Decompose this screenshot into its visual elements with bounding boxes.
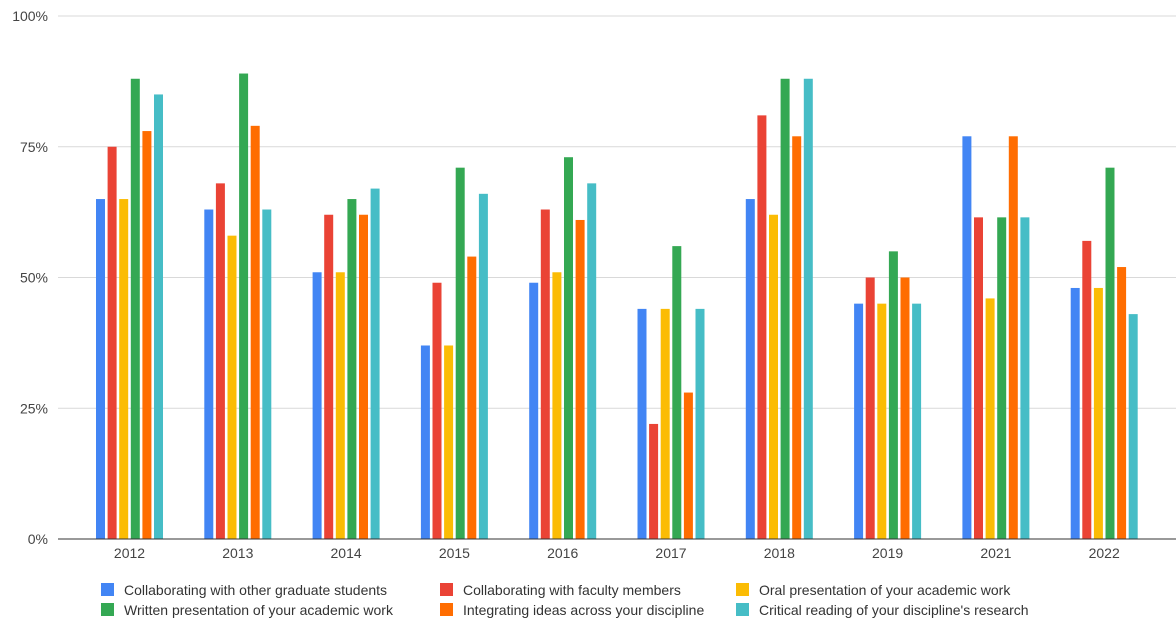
bar-2018-series-1 xyxy=(745,199,755,540)
bar-2022-series-4 xyxy=(1105,167,1115,540)
bar-2012-series-2 xyxy=(107,146,117,539)
x-tick-label: 2017 xyxy=(655,545,686,561)
legend-swatch xyxy=(736,583,749,596)
legend: Collaborating with other graduate studen… xyxy=(101,582,1029,618)
bar-2019-series-4 xyxy=(888,251,898,539)
bar-2015-series-4 xyxy=(455,167,465,540)
x-tick-label: 2013 xyxy=(222,545,253,561)
y-tick-label: 0% xyxy=(28,531,48,547)
bar-2013-series-1 xyxy=(204,209,214,539)
bar-2022-series-5 xyxy=(1117,267,1127,539)
bar-2018-series-5 xyxy=(792,136,802,540)
bar-2016-series-4 xyxy=(564,157,573,539)
bar-2022-series-6 xyxy=(1128,314,1138,539)
legend-label: Collaborating with faculty members xyxy=(463,582,681,598)
bar-2021-series-1 xyxy=(962,136,972,540)
bar-2013-series-3 xyxy=(227,235,237,539)
x-tick-label: 2012 xyxy=(114,545,145,561)
bar-2019-series-2 xyxy=(865,277,875,539)
bar-2016-series-3 xyxy=(552,272,562,539)
bar-2017-series-6 xyxy=(695,308,705,539)
bar-2017-series-2 xyxy=(649,423,659,539)
legend-label: Oral presentation of your academic work xyxy=(759,582,1011,598)
legend-label: Critical reading of your discipline's re… xyxy=(759,602,1029,618)
bar-2012-series-4 xyxy=(130,78,140,539)
legend-swatch xyxy=(440,583,453,596)
bar-2016-series-6 xyxy=(587,183,597,540)
bar-2018-series-6 xyxy=(803,78,813,539)
bar-2019-series-1 xyxy=(854,303,864,539)
bar-2016-series-5 xyxy=(575,219,585,539)
y-tick-label: 50% xyxy=(20,270,48,286)
gridlines xyxy=(58,15,1176,409)
bar-2013-series-5 xyxy=(250,125,260,539)
bar-2017-series-5 xyxy=(683,392,693,539)
bar-2019-series-3 xyxy=(877,303,887,539)
bar-2014-series-3 xyxy=(335,272,345,539)
legend-label: Collaborating with other graduate studen… xyxy=(124,582,387,598)
legend-swatch xyxy=(440,603,453,616)
bar-2021-series-4 xyxy=(997,217,1007,540)
bar-2014-series-1 xyxy=(312,272,322,539)
legend-swatch xyxy=(101,603,114,616)
x-tick-label: 2019 xyxy=(872,545,903,561)
bar-2012-series-1 xyxy=(96,199,105,540)
bar-2019-series-6 xyxy=(912,303,922,539)
bar-2014-series-4 xyxy=(347,199,357,540)
x-tick-label: 2022 xyxy=(1089,545,1120,561)
bar-2021-series-3 xyxy=(985,298,995,539)
bar-2018-series-4 xyxy=(780,78,790,539)
x-tick-label: 2018 xyxy=(764,545,795,561)
x-tick-label: 2016 xyxy=(547,545,578,561)
bar-2018-series-3 xyxy=(769,214,778,540)
bar-2017-series-3 xyxy=(660,308,670,539)
bar-2017-series-1 xyxy=(637,308,647,539)
bar-2012-series-5 xyxy=(142,131,152,539)
y-tick-label: 25% xyxy=(20,400,48,416)
bar-2016-series-1 xyxy=(529,282,539,539)
bar-2022-series-3 xyxy=(1093,287,1103,539)
y-tick-label: 75% xyxy=(20,139,48,155)
bar-2014-series-6 xyxy=(370,188,380,539)
bar-2015-series-3 xyxy=(444,345,454,539)
bar-2014-series-2 xyxy=(324,214,334,540)
bar-2021-series-6 xyxy=(1020,217,1030,540)
bar-2016-series-2 xyxy=(540,209,550,539)
x-tick-label: 2021 xyxy=(980,545,1011,561)
legend-label: Integrating ideas across your discipline xyxy=(463,602,704,618)
bar-2015-series-6 xyxy=(478,193,488,539)
x-axis-ticks: 2012 2013 2014 2015 2016 2017 2018 2019 2021 2022 xyxy=(114,545,1120,561)
bar-2013-series-2 xyxy=(215,183,225,540)
bar-2017-series-4 xyxy=(672,246,682,539)
bar-2021-series-2 xyxy=(974,217,983,540)
bar-2013-series-4 xyxy=(239,73,249,539)
legend-swatch xyxy=(736,603,749,616)
bar-2021-series-5 xyxy=(1008,136,1018,540)
bar-2022-series-2 xyxy=(1082,240,1092,539)
bar-2013-series-6 xyxy=(262,209,272,539)
legend-swatch xyxy=(101,583,114,596)
x-tick-label: 2014 xyxy=(331,545,362,561)
bars xyxy=(96,73,1138,540)
bar-2014-series-5 xyxy=(359,214,368,540)
y-tick-label: 100% xyxy=(12,8,48,24)
bar-2018-series-2 xyxy=(757,115,767,540)
bar-2022-series-1 xyxy=(1070,287,1080,539)
legend-label: Written presentation of your academic wo… xyxy=(124,602,394,618)
bar-2012-series-6 xyxy=(154,94,163,539)
y-axis-ticks: 0% 25% 50% 75% 100% xyxy=(12,8,48,547)
bar-2019-series-5 xyxy=(900,277,910,539)
bar-2015-series-2 xyxy=(432,282,442,539)
bar-2012-series-3 xyxy=(119,199,129,540)
bar-2015-series-5 xyxy=(467,256,477,539)
bar-2015-series-1 xyxy=(420,345,430,539)
x-tick-label: 2015 xyxy=(439,545,470,561)
